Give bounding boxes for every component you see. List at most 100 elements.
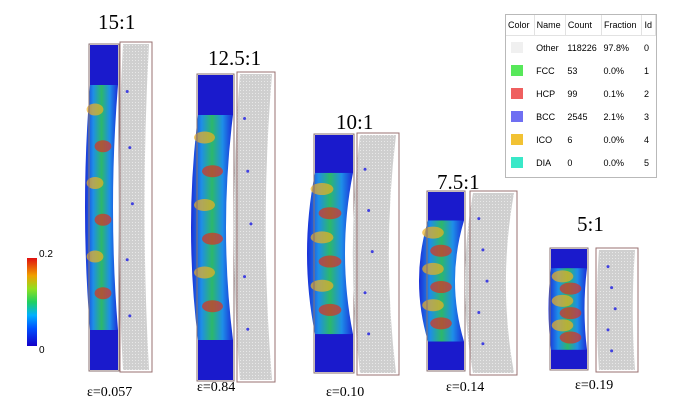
legend-id: 2 xyxy=(643,88,649,99)
defect-marker xyxy=(246,327,250,331)
specimen-grip xyxy=(428,192,464,221)
legend-color-cell xyxy=(506,105,534,128)
defect-marker xyxy=(485,279,489,283)
aspect-ratio-label: 7.5:1 xyxy=(437,170,480,194)
defect-marker xyxy=(130,202,134,206)
specimen-pair xyxy=(548,247,639,373)
strain-hotspot xyxy=(194,131,215,144)
strain-hotspot xyxy=(86,177,104,189)
defect-marker xyxy=(477,217,481,221)
legend-row: BCC 2545 2.1% 3 xyxy=(506,105,656,128)
legend-swatch xyxy=(511,157,523,169)
legend-count: 99 xyxy=(567,88,578,99)
legend-id: 3 xyxy=(643,111,649,122)
defect-marker xyxy=(363,291,367,295)
header-color: Color xyxy=(506,15,535,36)
legend-count: 2545 xyxy=(567,111,588,122)
defect-marker xyxy=(367,208,371,212)
header-count: Count xyxy=(565,15,602,36)
defect-marker xyxy=(613,307,617,311)
strain-hotspot xyxy=(310,231,334,244)
defect-marker xyxy=(477,310,481,314)
strain-hotspot xyxy=(551,294,574,307)
atomistic-specimen xyxy=(233,74,272,380)
legend-row: DIA 0 0.0% 5 xyxy=(506,151,656,174)
legend-fraction: 0.0% xyxy=(603,157,624,168)
specimen-grip xyxy=(551,249,587,269)
specimen-grip xyxy=(198,75,233,115)
specimen-grip xyxy=(428,341,464,370)
specimen-frame xyxy=(469,190,518,376)
legend-fraction: 0.0% xyxy=(603,134,624,145)
defect-marker xyxy=(606,328,610,332)
header-name: Name xyxy=(534,15,566,36)
specimen-frame xyxy=(119,41,153,373)
legend-id: 5 xyxy=(643,157,649,168)
strain-hotspot xyxy=(94,140,112,153)
defect-marker xyxy=(363,167,367,171)
strain-label: ε=0.84 xyxy=(197,380,236,395)
legend-id: 0 xyxy=(643,42,649,53)
defect-marker xyxy=(125,258,129,262)
defect-marker xyxy=(370,250,374,254)
defect-marker xyxy=(125,90,129,93)
specimen-frame xyxy=(356,132,400,376)
legend-swatch xyxy=(511,134,523,146)
legend-swatch xyxy=(511,88,523,100)
specimen-pair xyxy=(85,41,153,373)
legend-color-cell xyxy=(506,82,534,105)
defect-marker xyxy=(128,314,132,318)
legend-fraction: 97.8% xyxy=(603,42,629,53)
strain-hotspot xyxy=(430,317,452,330)
strain-hotspot xyxy=(86,103,104,116)
legend-name: ICO xyxy=(536,134,553,145)
defect-marker xyxy=(367,332,371,336)
colorbar-max-label: 0.2 xyxy=(39,249,53,260)
specimen-grip xyxy=(90,330,118,370)
legend-name: Other xyxy=(536,42,559,53)
legend-row: Other 118226 97.8% 0 xyxy=(506,36,656,60)
legend-count: 118226 xyxy=(567,42,597,53)
legend-name: HCP xyxy=(536,88,556,99)
legend-swatch xyxy=(511,42,523,54)
strain-hotspot xyxy=(422,299,444,312)
legend-row: HCP 99 0.1% 2 xyxy=(506,82,656,105)
defect-marker xyxy=(610,286,614,290)
defect-marker xyxy=(243,117,247,120)
legend-swatch xyxy=(511,65,523,77)
specimen-grip xyxy=(551,349,587,369)
colorbar-min-label: 0 xyxy=(39,345,45,356)
legend-count: 6 xyxy=(567,134,573,145)
aspect-ratio-label: 5:1 xyxy=(577,212,604,236)
specimen-frame xyxy=(236,71,276,383)
strain-hotspot xyxy=(94,213,112,226)
structure-type-legend: Color Name Count Fraction Id Other 118226… xyxy=(505,14,657,178)
defect-marker xyxy=(128,146,132,150)
atomistic-specimen xyxy=(118,44,149,370)
legend-swatch xyxy=(511,111,523,123)
legend-id: 1 xyxy=(643,65,649,76)
strain-hotspot xyxy=(202,165,223,178)
strain-hotspot xyxy=(202,300,223,313)
header-id: Id xyxy=(641,15,656,36)
defect-marker xyxy=(606,265,610,269)
strain-label: ε=0.057 xyxy=(87,385,133,400)
legend-row: FCC 53 0.0% 1 xyxy=(506,59,656,82)
legend-name: BCC xyxy=(536,111,556,122)
strain-label: ε=0.19 xyxy=(575,378,614,393)
strain-hotspot xyxy=(202,232,223,245)
strain-hotspot xyxy=(86,250,104,263)
strain-hotspot xyxy=(94,287,112,300)
strain-hotspot xyxy=(422,226,444,239)
strain-hotspot xyxy=(194,199,215,211)
aspect-ratio-label: 10:1 xyxy=(336,110,374,134)
legend-name: FCC xyxy=(536,65,555,76)
legend-color-cell xyxy=(506,59,534,82)
legend-color-cell xyxy=(506,128,534,151)
strain-hotspot xyxy=(194,266,215,279)
strain-label: ε=0.10 xyxy=(326,385,365,400)
legend-fraction: 2.1% xyxy=(603,111,624,122)
strain-hotspot xyxy=(318,255,342,268)
defect-marker xyxy=(481,248,485,252)
atomistic-specimen xyxy=(352,135,396,373)
